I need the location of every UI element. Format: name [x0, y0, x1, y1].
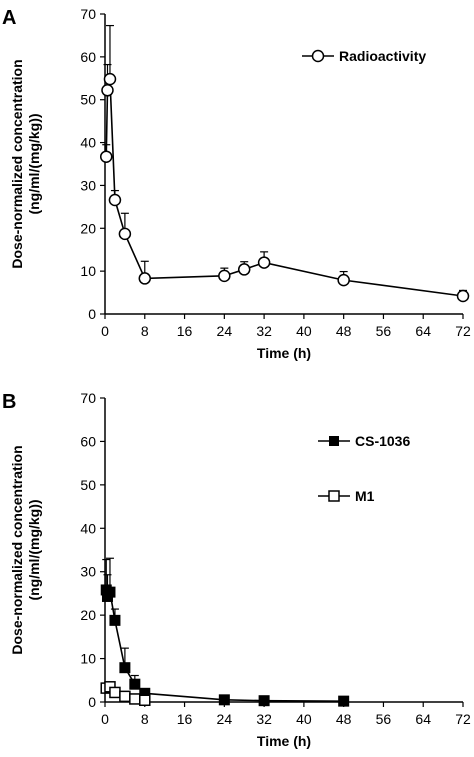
data-point — [109, 686, 121, 699]
x-tick-label: 16 — [177, 323, 193, 339]
x-tick-label: 24 — [217, 711, 233, 727]
legend-entry-m1: M1 — [318, 488, 375, 504]
data-point — [101, 84, 114, 97]
legend-label: M1 — [355, 488, 375, 504]
y-tick-label: 20 — [80, 220, 96, 236]
y-axis-label: Dose-normalized concentration(ng/ml/(mg/… — [9, 445, 42, 654]
y-tick-label: 0 — [88, 694, 96, 710]
y-axis-label: Dose-normalized concentration(ng/ml/(mg/… — [9, 59, 42, 268]
y-tick-label: 70 — [80, 6, 96, 22]
x-tick-label: 56 — [376, 711, 392, 727]
chart-panel-b: B 0 10 20 30 40 50 60 70 0 8 16 24 32 40 48 56 64 72 Time (… — [2, 390, 471, 749]
y-tick-label: 30 — [80, 177, 96, 193]
series-line — [105, 589, 344, 702]
legend-marker — [328, 490, 340, 502]
x-tick-label: 48 — [336, 323, 352, 339]
y-tick-label: 60 — [80, 433, 96, 449]
data-point — [139, 694, 151, 707]
legend-marker — [311, 49, 325, 63]
series-m1 — [100, 681, 151, 707]
data-point — [103, 72, 117, 86]
series-line — [105, 78, 464, 297]
series-cs-1036 — [100, 557, 350, 707]
data-point — [138, 272, 152, 285]
series-radioactivity — [99, 24, 470, 303]
panel-label: B — [2, 391, 16, 413]
x-tick-label: 8 — [141, 711, 149, 727]
y-tick-label: 40 — [80, 135, 96, 151]
y-tick-label: 0 — [88, 306, 96, 322]
data-point — [237, 263, 251, 276]
x-tick-label: 0 — [101, 323, 109, 339]
panel-label: A — [2, 7, 16, 29]
x-tick-label: 8 — [141, 323, 149, 339]
x-axis-label: Time (h) — [257, 733, 311, 749]
data-point — [218, 269, 231, 283]
chart-panel-a: A 0 10 20 30 40 50 60 70 0 8 16 24 32 40 48 56 64 72 Time (… — [2, 6, 471, 361]
y-tick-label: 50 — [80, 477, 96, 493]
y-tick-label: 10 — [80, 263, 96, 279]
x-tick-label: 16 — [177, 711, 193, 727]
y-tick-label: 20 — [80, 607, 96, 623]
data-point — [218, 694, 230, 706]
data-point — [258, 695, 270, 707]
data-point — [108, 193, 122, 207]
x-tick-label: 40 — [296, 711, 312, 727]
data-point — [129, 693, 141, 705]
legend-entry-radioactivity: Radioactivity — [302, 48, 426, 64]
y-tick-label: 70 — [80, 390, 96, 406]
y-tick-label: 40 — [80, 520, 96, 536]
y-tick-label: 30 — [80, 564, 96, 580]
x-tick-label: 64 — [415, 323, 431, 339]
data-point — [456, 289, 470, 303]
x-axis-label: Time (h) — [257, 345, 311, 361]
data-point — [337, 273, 350, 287]
data-point — [129, 678, 141, 690]
data-point — [99, 150, 113, 163]
data-point — [119, 690, 131, 703]
x-tick-label: 0 — [101, 711, 109, 727]
data-point — [257, 256, 271, 269]
y-tick-label: 10 — [80, 651, 96, 667]
data-point — [119, 662, 131, 674]
x-tick-label: 64 — [415, 711, 431, 727]
legend-marker — [329, 436, 339, 446]
x-tick-label: 24 — [217, 323, 233, 339]
y-tick-label: 60 — [80, 49, 96, 65]
legend-label: CS-1036 — [355, 433, 410, 449]
x-tick-label: 32 — [256, 711, 272, 727]
legend-entry-cs-1036: CS-1036 — [318, 433, 410, 449]
legend-label: Radioactivity — [339, 48, 426, 64]
data-point — [104, 586, 116, 598]
data-point — [109, 614, 121, 626]
data-point — [338, 695, 350, 707]
x-tick-label: 32 — [256, 323, 272, 339]
x-tick-label: 48 — [336, 711, 352, 727]
x-tick-label: 72 — [455, 323, 471, 339]
y-tick-label: 50 — [80, 92, 96, 108]
data-point — [118, 227, 132, 241]
x-tick-label: 40 — [296, 323, 312, 339]
x-tick-label: 56 — [376, 323, 392, 339]
x-tick-label: 72 — [455, 711, 471, 727]
